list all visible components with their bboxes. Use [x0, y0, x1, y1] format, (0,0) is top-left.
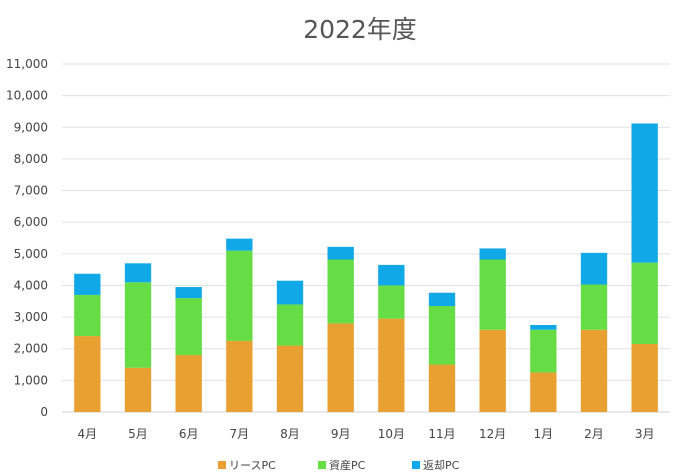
bar-segment-2-3 [175, 298, 202, 356]
bar-segment-3-10 [530, 325, 557, 330]
x-axis-ticks: 4月 5月 6月 7月 8月 9月 10月 11月 12月 1月 2月 3月 [78, 427, 655, 441]
y-tick-label: 2,000 [14, 342, 48, 356]
bar-segment-3-4 [226, 238, 253, 251]
legend-label: 返却PC [423, 459, 460, 472]
legend-label: リースPC [229, 459, 276, 472]
bar-segment-2-2 [124, 282, 152, 368]
bar-segment-2-4 [226, 250, 253, 341]
x-tick-label: 12月 [479, 427, 506, 441]
legend: リースPC 資産PC 返却PC [218, 459, 460, 472]
gridlines [62, 63, 670, 413]
x-tick-label: 3月 [635, 427, 655, 441]
bar-segment-2-7 [378, 285, 405, 319]
x-tick-label: 4月 [78, 427, 98, 441]
x-tick-label: 2月 [584, 427, 604, 441]
y-tick-label: 4,000 [14, 278, 48, 292]
y-tick-label: 3,000 [14, 310, 48, 324]
legend-label: 資産PC [329, 459, 366, 472]
x-tick-label: 1月 [534, 427, 554, 441]
bar-segment-3-2 [124, 263, 152, 283]
y-tick-label: 8,000 [14, 152, 48, 166]
bar-segment-1-8 [428, 364, 456, 412]
legend-item: リースPC [218, 459, 276, 472]
bar-segment-3-1 [74, 273, 101, 295]
legend-swatch [218, 461, 226, 469]
bar-segment-2-6 [327, 259, 354, 324]
y-axis-ticks: 0 1,000 2,000 3,000 4,000 5,000 6,000 7,000 8,00… [6, 57, 48, 419]
bar-segment-1-1 [74, 336, 101, 412]
bar-segment-1-6 [327, 323, 354, 412]
bar-segment-1-2 [124, 367, 152, 412]
x-tick-label: 6月 [179, 427, 199, 441]
bar-segment-3-5 [276, 280, 304, 305]
bar-segment-1-7 [378, 318, 405, 412]
bar-segment-1-5 [276, 345, 304, 412]
bar-segment-3-7 [378, 264, 405, 286]
legend-swatch [318, 461, 326, 469]
bar-segment-3-6 [327, 246, 354, 260]
x-tick-label: 7月 [230, 427, 250, 441]
y-tick-label: 7,000 [14, 184, 48, 198]
bar-segment-1-4 [226, 340, 253, 412]
bar-segment-1-11 [580, 329, 608, 412]
y-tick-label: 0 [40, 405, 48, 419]
x-tick-label: 9月 [331, 427, 351, 441]
bar-segment-2-12 [631, 262, 658, 344]
legend-item: 返却PC [412, 459, 460, 472]
bar-segment-2-1 [74, 294, 101, 337]
x-tick-label: 11月 [428, 427, 455, 441]
bar-segment-2-8 [428, 306, 456, 365]
bar-segment-2-9 [479, 259, 506, 330]
legend-item: 資産PC [318, 459, 366, 472]
bar-segment-3-11 [580, 252, 608, 285]
y-tick-label: 11,000 [6, 57, 48, 71]
bar-segment-3-3 [175, 287, 202, 299]
bar-segment-1-3 [175, 355, 202, 412]
y-tick-label: 6,000 [14, 215, 48, 229]
y-tick-label: 10,000 [6, 89, 48, 103]
bar-segment-2-5 [276, 304, 304, 346]
x-tick-label: 5月 [128, 427, 148, 441]
legend-swatch [412, 461, 420, 469]
bar-segment-1-12 [631, 343, 658, 412]
x-tick-label: 10月 [378, 427, 405, 441]
bar-segment-3-12 [631, 123, 658, 263]
bar-segment-3-9 [479, 248, 506, 260]
bar-segment-2-10 [530, 329, 557, 373]
bars [74, 123, 658, 412]
y-tick-label: 5,000 [14, 247, 48, 261]
bar-segment-1-10 [530, 372, 557, 412]
chart-title: 2022年度 [303, 15, 417, 44]
y-tick-label: 1,000 [14, 373, 48, 387]
bar-segment-1-9 [479, 329, 506, 412]
bar-segment-3-8 [428, 292, 456, 307]
y-tick-label: 9,000 [14, 120, 48, 134]
x-tick-label: 8月 [280, 427, 300, 441]
bar-segment-2-11 [580, 284, 608, 330]
